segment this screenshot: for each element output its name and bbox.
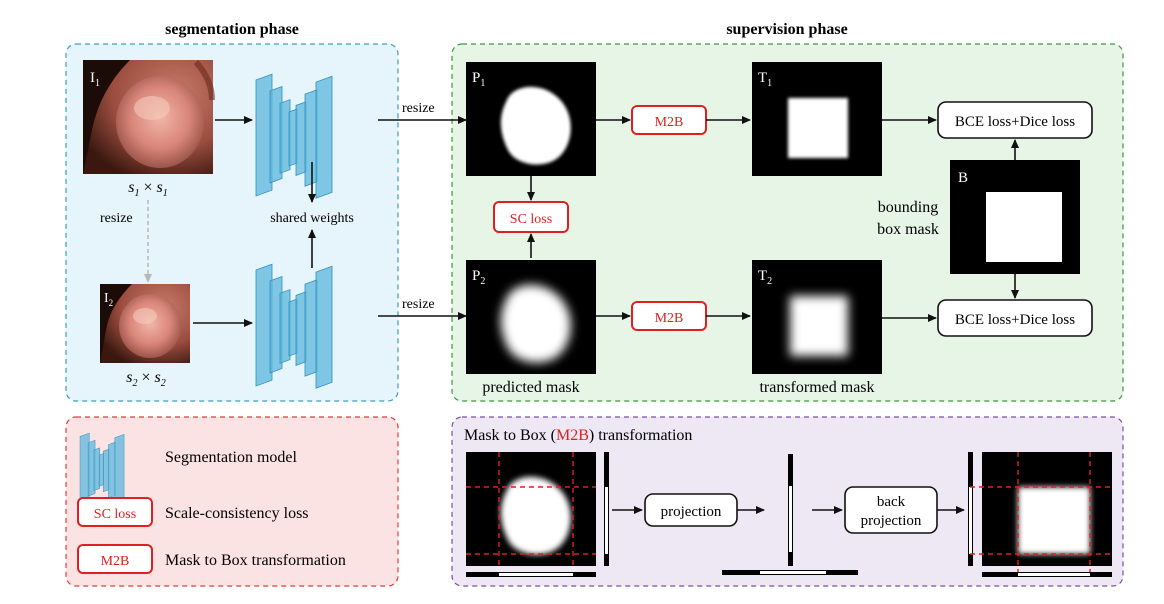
s2-size-label: s2 × s2 xyxy=(126,369,166,389)
m2b-panel xyxy=(451,416,1124,587)
input-image-i2 xyxy=(100,284,190,363)
sc-loss-label: SC loss xyxy=(510,212,552,227)
legend-sc-loss-desc: Scale-consistency loss xyxy=(165,505,309,522)
resize-label-vertical: resize xyxy=(100,211,133,226)
s1-size-label: s1 × s1 xyxy=(128,179,168,199)
bce-dice-label-top: BCE loss+Dice loss xyxy=(955,114,1075,130)
p1-label: P1 xyxy=(472,70,485,89)
m2b-input-mask xyxy=(466,452,609,577)
back-projection-label-2: projection xyxy=(861,513,922,529)
shared-weights-label: shared weights xyxy=(270,211,354,226)
m2b-output-mask xyxy=(968,452,1112,577)
back-projection-label-1: back xyxy=(877,494,906,510)
bounding-box-mask-label-2: box mask xyxy=(877,221,939,238)
t2-label: T2 xyxy=(758,268,772,287)
b-label: B xyxy=(958,170,968,186)
projected-vectors xyxy=(722,454,858,575)
m2b-panel-title: Mask to Box (M2B) transformation xyxy=(464,427,692,444)
bce-dice-box-bottom xyxy=(937,299,1093,337)
bce-dice-label-bottom: BCE loss+Dice loss xyxy=(955,312,1075,328)
legend-m2b-desc: Mask to Box transformation xyxy=(165,552,346,569)
transformed-mask-t1 xyxy=(752,62,882,176)
predicted-mask-p1 xyxy=(466,62,596,176)
legend-sc-loss-chip-label: SC loss xyxy=(94,507,136,522)
segmentation-phase-title: segmentation phase xyxy=(165,21,299,38)
legend-model-label: Segmentation model xyxy=(165,449,298,466)
input-image-i1 xyxy=(83,60,215,174)
bce-dice-box-top xyxy=(937,101,1093,139)
t1-label: T1 xyxy=(758,70,772,89)
m2b-label-top: M2B xyxy=(655,115,684,130)
bounding-box-mask-label-1: bounding xyxy=(878,199,938,216)
transformed-mask-label: transformed mask xyxy=(759,379,874,396)
transformed-mask-t2 xyxy=(752,260,882,374)
legend-m2b-chip-label: M2B xyxy=(101,554,130,569)
projection-label: projection xyxy=(661,504,722,520)
resize-label-top: resize xyxy=(402,101,435,116)
p2-label: P2 xyxy=(472,268,485,287)
predicted-mask-p2 xyxy=(466,260,596,374)
i2-label: I2 xyxy=(104,291,113,308)
legend-m2b-chip xyxy=(77,544,153,574)
supervision-phase-title: supervision phase xyxy=(726,21,847,38)
i1-label: I1 xyxy=(90,70,100,89)
m2b-label-bottom: M2B xyxy=(655,311,684,326)
legend-panel xyxy=(65,416,399,587)
bounding-box-mask-b xyxy=(950,160,1080,274)
sc-loss-box xyxy=(493,201,569,233)
legend-sc-loss-chip xyxy=(77,497,153,527)
resize-label-bottom: resize xyxy=(402,297,435,312)
predicted-mask-label: predicted mask xyxy=(482,379,579,396)
